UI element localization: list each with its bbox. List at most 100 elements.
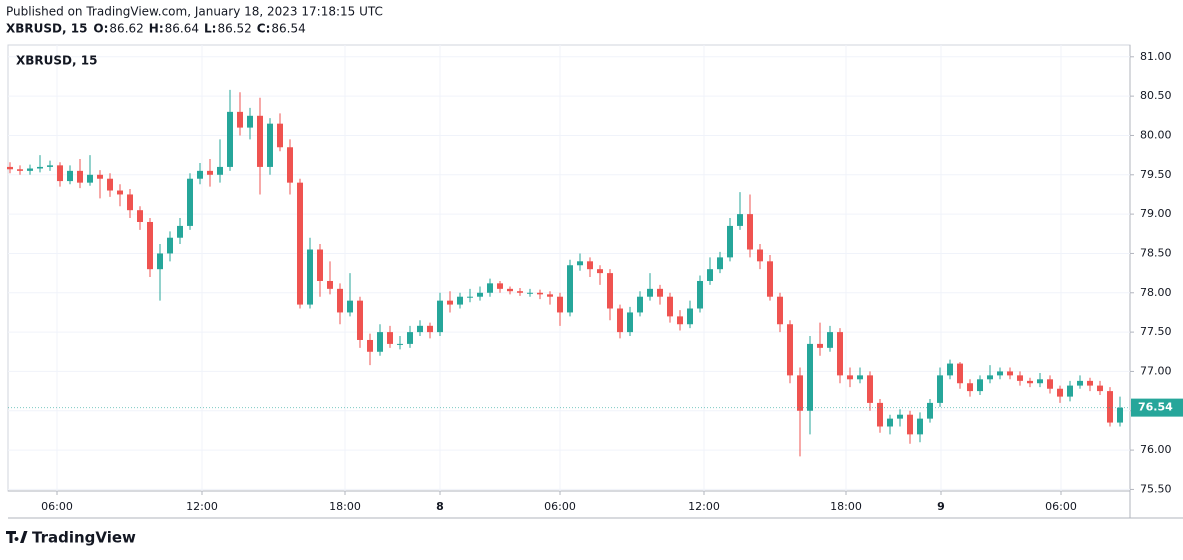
candle-body	[747, 214, 753, 250]
candle-body	[807, 343, 813, 411]
ohlc-row: XBRUSD, 15 O: 86.62 H: 86.64 L: 86.52 C: 86.54	[6, 22, 306, 36]
candle-body	[727, 225, 733, 258]
symbol: XBRUSD, 15	[6, 22, 87, 36]
candle-body	[47, 165, 53, 167]
candle-body	[1117, 407, 1123, 423]
candle-body	[587, 261, 593, 270]
candle-body	[557, 296, 563, 313]
x-tick-label: 18:00	[830, 500, 862, 513]
y-tick-label: 77.00	[1140, 364, 1172, 377]
candle-body	[87, 174, 93, 183]
candle-body	[1067, 385, 1073, 397]
candle-body	[987, 375, 993, 380]
candle-body	[857, 375, 863, 380]
candle-body	[947, 363, 953, 376]
candle-body	[317, 249, 323, 281]
x-tick-label: 9	[937, 500, 945, 513]
candle-body	[497, 283, 503, 289]
candle-body	[687, 308, 693, 325]
candle-body	[837, 332, 843, 376]
candle-body	[927, 402, 933, 419]
candle-body	[1057, 388, 1063, 397]
x-tick-label: 18:00	[329, 500, 361, 513]
candle-body	[917, 418, 923, 435]
candles	[7, 89, 1123, 457]
candle-body	[617, 308, 623, 333]
candle-body	[507, 288, 513, 292]
candle-body	[797, 375, 803, 411]
candle-body	[937, 375, 943, 403]
y-tick-label: 75.50	[1140, 482, 1172, 495]
candle-body	[1007, 371, 1013, 376]
candle-body	[397, 343, 403, 345]
candle-body	[597, 269, 603, 274]
candle-body	[277, 123, 283, 148]
candle-body	[627, 312, 633, 333]
last-price-badge	[1131, 398, 1183, 417]
candle-body	[437, 300, 443, 333]
candle-body	[217, 166, 223, 175]
candle-body	[897, 414, 903, 419]
candle-body	[477, 292, 483, 297]
candle-body	[757, 249, 763, 262]
candle-body	[847, 375, 853, 380]
candle-body	[607, 273, 613, 309]
y-tick-label: 78.50	[1140, 246, 1172, 259]
candle-body	[197, 170, 203, 179]
y-tick-label: 76.00	[1140, 443, 1172, 456]
x-tick-label: 12:00	[688, 500, 720, 513]
x-tick-label: 06:00	[544, 500, 576, 513]
candle-body	[137, 210, 143, 222]
y-tick-label: 80.00	[1140, 128, 1172, 141]
brand: TradingView	[32, 529, 136, 547]
candle-body	[637, 296, 643, 313]
candle-body	[147, 221, 153, 270]
ohlc-value: 86.52	[217, 22, 251, 36]
candle-body	[77, 170, 83, 183]
candle-body	[1077, 380, 1083, 386]
candle-body	[767, 261, 773, 297]
candle-body	[287, 147, 293, 183]
candle-body	[407, 332, 413, 344]
candle-body	[167, 237, 173, 254]
candle-body	[777, 296, 783, 325]
x-tick-label: 06:00	[41, 500, 73, 513]
candle-body	[907, 414, 913, 435]
y-tick-label: 79.50	[1140, 168, 1172, 181]
candle-body	[387, 332, 393, 344]
ohlc-label: C:	[257, 22, 271, 36]
candle-body	[347, 300, 353, 313]
candle-body	[17, 169, 23, 171]
y-tick-label: 80.50	[1140, 89, 1172, 102]
candle-body	[877, 402, 883, 427]
candle-body	[427, 325, 433, 333]
candle-body	[577, 261, 583, 266]
candle-body	[177, 225, 183, 238]
candle-body	[997, 371, 1003, 376]
chart-legend: XBRUSD, 15	[16, 54, 97, 68]
candle-body	[27, 168, 33, 171]
candle-body	[697, 280, 703, 309]
x-tick-label: 12:00	[186, 500, 218, 513]
candle-body	[247, 115, 253, 128]
candle-body	[1087, 380, 1093, 386]
candle-body	[977, 379, 983, 392]
candle-body	[677, 316, 683, 325]
candle-body	[887, 418, 893, 427]
candle-body	[867, 375, 873, 403]
x-tick-label: 8	[436, 500, 444, 513]
candle-body	[297, 182, 303, 305]
candle-body	[517, 291, 523, 293]
candle-body	[647, 288, 653, 297]
candle-body	[537, 292, 543, 295]
last-price-label: 76.54	[1138, 401, 1173, 414]
candle-body	[957, 363, 963, 384]
candle-body	[307, 249, 313, 305]
candle-body	[737, 214, 743, 226]
candle-body	[787, 324, 793, 376]
candle-body	[707, 269, 713, 281]
candle-body	[237, 111, 243, 128]
candle-body	[7, 166, 13, 170]
